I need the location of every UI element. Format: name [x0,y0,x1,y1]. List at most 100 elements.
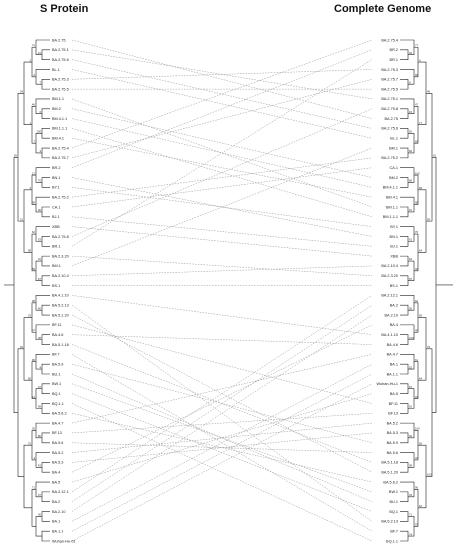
left-bootstrap-value: 99 [38,405,42,409]
left-bootstrap-value: 7 [33,139,35,143]
right-tree-branch [400,432,409,444]
left-leaf-br-1: BR.1 [52,245,60,249]
right-bootstrap-value: 15 [409,110,413,114]
right-leaf-bf-11: BF.11 [389,402,398,406]
right-bootstrap-value: 34 [415,456,419,460]
left-leaf-bf-7: BF.7 [52,353,60,357]
left-bootstrap-value: 96 [32,358,36,362]
right-tree-branch [418,189,427,253]
left-leaf-bm-1-1-1: BM.1.1.1 [52,127,67,131]
link-ba-2-75-6 [71,59,373,129]
left-leaf-bm-1: BM.1 [52,264,61,268]
right-leaf-ba-2-10-4: BA.2.10.4 [381,264,398,268]
left-leaf-bm-4-1: BM.4.1 [52,137,64,141]
link-wuhan-hu-01 [71,383,373,542]
left-tree-branch [35,354,50,370]
right-leaf-ba-5-6: BA.5.6 [387,451,398,455]
link-ba-5-3 [71,432,373,463]
link-ba-2-75-3 [71,69,373,80]
left-leaf-br-2: BR.2 [52,166,60,170]
left-bootstrap-value: 100 [36,130,41,134]
right-tree-branch [400,304,409,316]
right-tree-branch [400,69,415,85]
link-xbb [71,226,373,257]
left-leaf-xbb: XBB [52,225,60,229]
link-bf-11 [71,324,373,404]
left-leaf-ba-5: BA.5 [52,480,60,484]
right-bootstrap-value: 94 [409,51,413,55]
left-tree-branch [41,511,50,522]
left-bootstrap-value: 46 [32,103,36,107]
link-bm-1 [71,147,373,267]
left-leaf-bm-4-1-1: BM.4.1.1 [52,117,67,121]
left-leaf-ba-2-75-1: BA.2.75.1 [52,48,69,52]
left-tree-branch [41,432,50,444]
left-bootstrap-value: 14 [32,395,36,399]
left-tree-branch [23,317,32,381]
right-bootstrap-value: 46 [427,90,431,94]
right-leaf-ba-5-3: BA.5.3 [387,431,398,435]
left-tree-branch [35,69,50,85]
left-tree-branch [23,189,32,253]
left-tree-branch [35,516,42,537]
right-bootstrap-value: 33 [409,493,413,497]
right-leaf-bf-13: BF.13 [388,412,398,416]
right-leaf-ba-5-1-20: BA.5.1.20 [381,471,398,475]
left-tree-branch [41,255,50,267]
right-bootstrap-value: 10 [409,208,413,212]
left-bootstrap-value: 70 [28,441,32,445]
left-tree-branch [13,156,18,413]
left-tree-branch [23,61,32,126]
right-leaf-ba-2-12-1: BA.2.12.1 [381,294,398,298]
left-leaf-ba-5-1-20: BA.5.1.20 [52,313,69,317]
right-tree-branch [432,156,437,413]
link-ba-2-75-7 [71,79,373,159]
link-ba-1 [71,363,373,522]
left-bootstrap-value: 6 [33,73,35,77]
left-leaf-ba-5-2-13: BA.5.2.13 [52,304,69,308]
left-leaf-by-1: BY.1 [52,186,60,190]
left-tree-branch [31,106,36,144]
right-bootstrap-value: 77 [415,44,419,48]
s-protein-tree: 2479762646100371347012909945362916789985… [4,38,76,543]
right-tree-branch [400,511,409,522]
link-bn-1 [71,177,373,237]
left-bootstrap-value: 4 [29,186,31,190]
link-ba-5-6-2 [71,413,373,483]
right-bootstrap-value: 61 [409,238,413,242]
left-tree-branch [41,334,50,345]
right-leaf-ba-2-75-7: BA.2.75.7 [381,78,398,82]
left-bootstrap-value: 24 [38,51,42,55]
left-leaf-ba-4-7: BA.4.7 [52,421,63,425]
link-ba-4-1-10 [71,295,373,335]
link-ba-2 [71,305,373,502]
right-tree-branch [400,108,409,119]
left-tree-branch [23,444,32,509]
left-leaf-bq-1-1: BQ.1.1 [52,402,64,406]
left-leaf-bq-1: BQ.1 [52,392,61,396]
link-ba-2-75-1 [71,49,373,100]
left-tree-branch [17,348,24,477]
right-bootstrap-value: 93 [415,395,419,399]
right-leaf-bj-1: BJ.1 [390,245,398,249]
link-br-2 [71,49,373,168]
right-bootstrap-value: 4 [419,58,421,62]
right-bootstrap-value: 94 [415,299,419,303]
right-leaf-bm-4-1-1: BM.4.1.1 [383,186,398,190]
right-tree-branch [400,275,409,286]
right-leaf-ba-5-2: BA.5.2 [387,421,398,425]
right-leaf-ba-5-1-18: BA.5.1.18 [381,461,398,465]
left-bootstrap-value: 55 [14,153,18,157]
right-leaf-ba-1-1: BA.1.1 [387,372,398,376]
right-leaf-ba-4: BA.4 [390,323,398,327]
right-leaf-ba-1: BA.1 [390,362,398,366]
left-tree-branch [41,403,50,414]
left-leaf-bw-1: BW.1 [52,382,61,386]
right-tree-branch [418,61,427,126]
right-tree-branch [400,177,409,188]
left-leaf-bm-1-1: BM.1.1 [52,97,64,101]
right-bootstrap-value: 99 [415,73,419,77]
right-leaf-ba-2-75-2: BA.2.75.2 [381,156,398,160]
left-leaf-ba-5-3: BA.5.3 [52,461,63,465]
